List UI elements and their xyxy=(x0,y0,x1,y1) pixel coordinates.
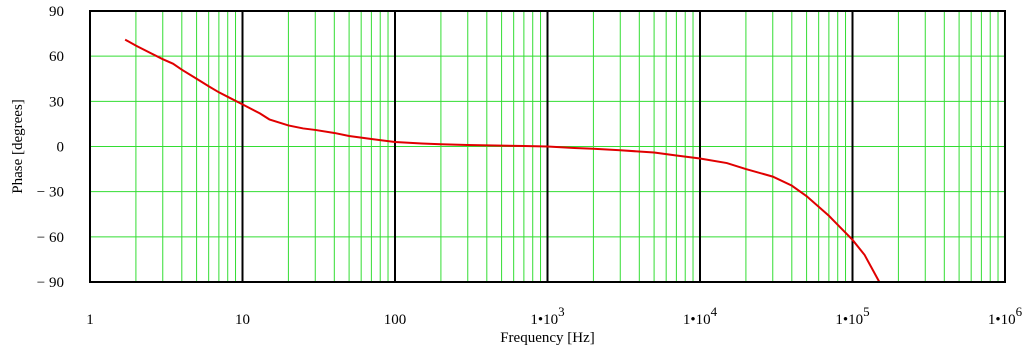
y-tick-label: 90 xyxy=(49,4,64,20)
x-tick-label: 1•106 xyxy=(988,304,1023,328)
y-tick-label: − 30 xyxy=(37,185,64,201)
x-tick-label: 1•104 xyxy=(683,304,718,328)
x-tick-label: 1•105 xyxy=(835,304,869,328)
y-tick-labels: 90 60 30 0 − 30 − 60 − 90 xyxy=(37,4,64,291)
x-tick-labels: 1 10 100 1•103 1•104 1•105 1•106 xyxy=(86,304,1022,328)
x-axis-label: Frequency [Hz] xyxy=(500,330,595,346)
x-tick-label: 100 xyxy=(384,312,407,328)
y-tick-label: 30 xyxy=(49,94,64,110)
x-tick-label: 1 xyxy=(86,312,94,328)
y-axis-label: Phase [degrees] xyxy=(10,99,26,194)
x-tick-label: 10 xyxy=(235,312,250,328)
plot-frame xyxy=(89,10,1006,283)
y-tick-label: 0 xyxy=(57,140,65,156)
y-tick-label: 60 xyxy=(49,49,64,65)
y-tick-label: − 90 xyxy=(37,275,64,291)
y-tick-label: − 60 xyxy=(37,230,64,246)
phase-series-line xyxy=(124,38,881,283)
x-tick-label: 1•103 xyxy=(530,304,564,328)
